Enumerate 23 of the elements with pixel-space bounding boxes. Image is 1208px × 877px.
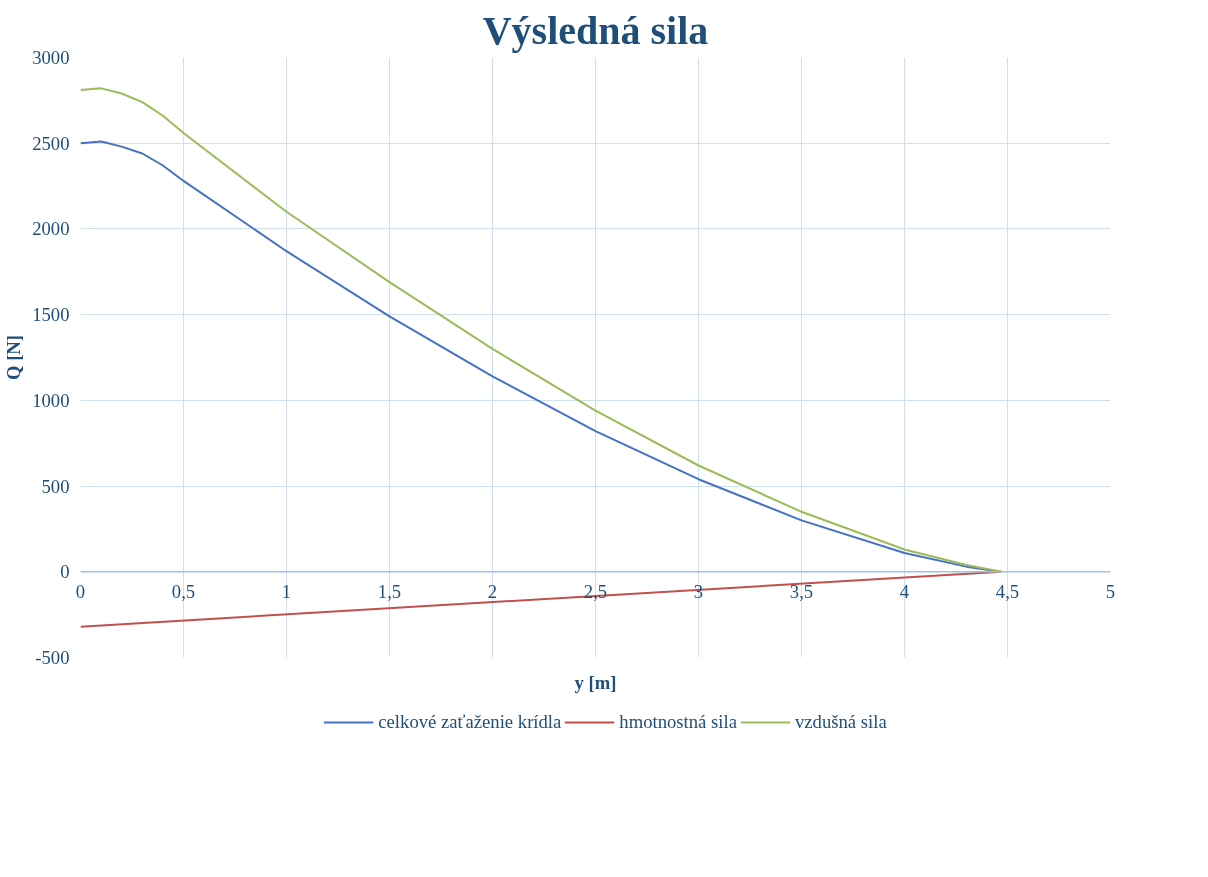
y-tick-label: 500 <box>41 475 70 497</box>
x-tick-label: 4,5 <box>995 580 1020 602</box>
x-tick-label: 1 <box>281 580 292 602</box>
y-tick-label: 2000 <box>32 218 70 240</box>
x-tick-label: 3,5 <box>789 580 814 602</box>
x-tick-label: 0,5 <box>171 580 196 602</box>
x-tick-label: 5 <box>1105 580 1116 602</box>
legend-label: hmotnostná sila <box>619 711 737 733</box>
y-tick-label: 0 <box>60 561 70 583</box>
y-axis-title: Q [N] <box>3 334 25 381</box>
x-axis-title: y [m] <box>574 671 617 693</box>
legend-label: vzdušná sila <box>794 711 887 733</box>
x-tick-label: 2 <box>487 580 498 602</box>
y-tick-label: -500 <box>35 647 70 668</box>
y-tick-label: 2500 <box>32 132 70 154</box>
y-tick-label: 1500 <box>32 304 70 326</box>
legend-label: celkové zaťaženie krídla <box>378 711 562 733</box>
x-tick-label: 0 <box>75 580 86 602</box>
y-tick-label: 1000 <box>32 389 70 411</box>
chart-title: Výsledná sila <box>482 7 709 53</box>
x-tick-label: 4 <box>899 580 910 602</box>
x-tick-label: 1,5 <box>377 580 402 602</box>
y-tick-label: 3000 <box>32 47 70 68</box>
